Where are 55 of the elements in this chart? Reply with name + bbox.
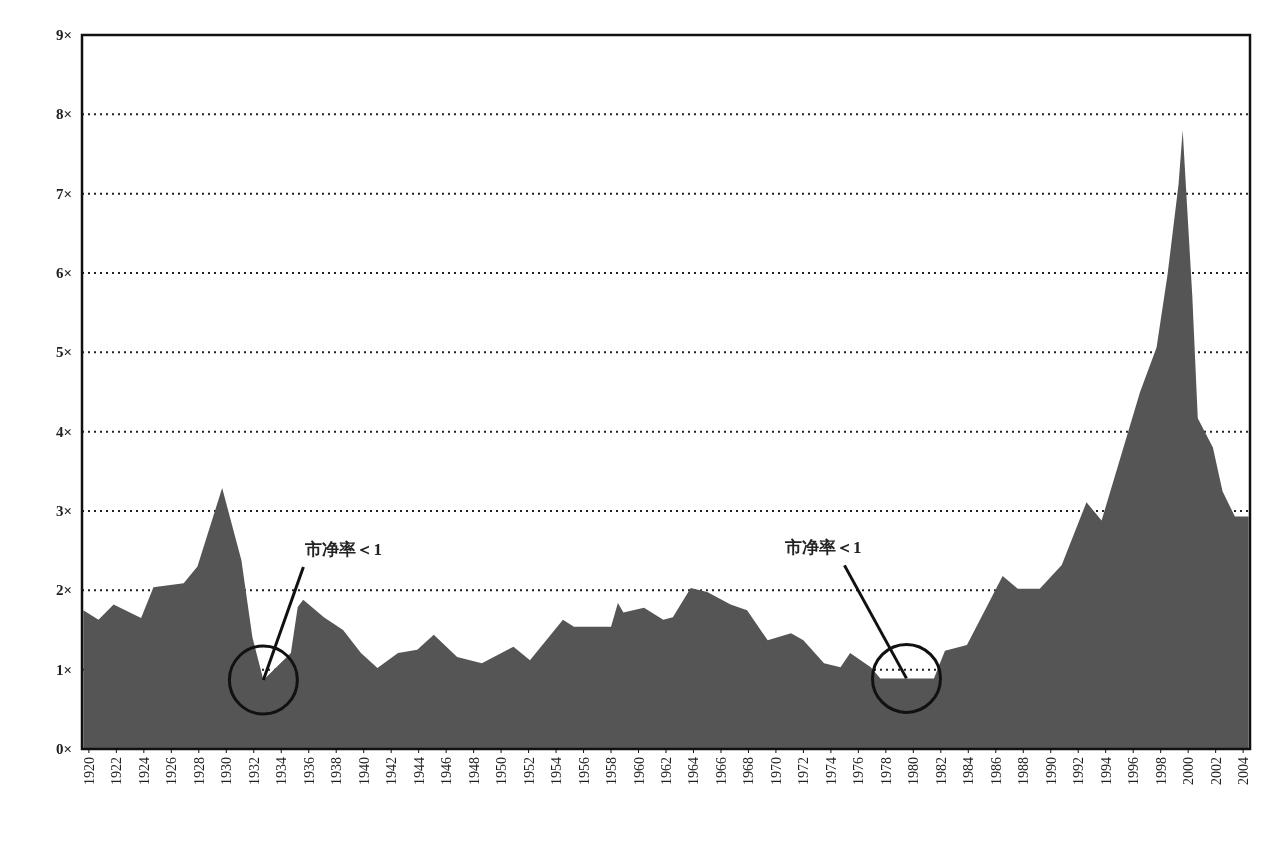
annotation: 市净率＜1 — [304, 539, 382, 559]
annotation: 市净率＜1 — [783, 538, 862, 558]
y-tick-label: 3× — [55, 503, 72, 519]
x-tick-label: 1972 — [796, 757, 812, 785]
x-tick-label: 1950 — [494, 757, 510, 785]
x-tick-label: 2000 — [1181, 757, 1197, 785]
x-tick-label: 1952 — [521, 757, 537, 785]
x-tick-label: 1958 — [604, 757, 620, 785]
x-tick-label: 1976 — [851, 757, 867, 785]
x-tick-label: 1986 — [988, 757, 1004, 785]
x-tick-label: 1946 — [439, 757, 455, 785]
x-tick-label: 1944 — [411, 757, 427, 785]
y-tick-label: 2× — [55, 582, 72, 599]
y-tick-label: 0× — [55, 741, 72, 757]
x-tick-label: 1964 — [686, 757, 702, 785]
y-tick-label: 8× — [55, 106, 72, 123]
x-tick-label: 1932 — [246, 757, 262, 785]
x-tick-label: 1938 — [329, 757, 345, 785]
x-tick-label: 1960 — [631, 757, 647, 785]
x-tick-label: 1920 — [81, 757, 97, 785]
x-tick-label: 1980 — [906, 757, 922, 785]
y-tick-label: 4× — [55, 423, 72, 440]
x-tick-label: 1924 — [136, 757, 152, 785]
y-tick-label: 9× — [55, 27, 72, 43]
x-tick-label: 1968 — [741, 757, 757, 785]
x-tick-label: 1930 — [219, 757, 235, 785]
x-tick-label: 1996 — [1126, 757, 1142, 785]
x-tick-label: 1970 — [768, 757, 784, 785]
y-tick-label: 1× — [55, 661, 72, 678]
x-tick-label: 1962 — [659, 757, 674, 785]
x-tick-label: 1984 — [961, 757, 977, 785]
x-tick-label: 1988 — [1016, 757, 1032, 785]
x-tick-label: 1928 — [191, 757, 207, 785]
x-tick-label: 2002 — [1208, 757, 1224, 785]
x-tick-label: 1922 — [109, 757, 125, 785]
x-tick-label: 1926 — [164, 757, 180, 785]
x-tick-label: 1992 — [1071, 757, 1087, 785]
y-tick-label: 6× — [55, 265, 72, 281]
x-tick-label: 1994 — [1098, 757, 1114, 785]
x-tick-label: 1956 — [576, 757, 592, 785]
x-tick-label: 1974 — [823, 757, 839, 785]
x-tick-label: 1934 — [274, 757, 290, 785]
x-tick-label: 1982 — [933, 757, 949, 785]
x-tick-label: 1936 — [301, 757, 317, 785]
x-tick-label: 2004 — [1236, 757, 1252, 785]
x-tick-label: 1990 — [1043, 757, 1059, 785]
x-tick-label: 1954 — [549, 757, 565, 785]
x-tick-label: 1978 — [878, 757, 894, 785]
x-tick-label: 1998 — [1153, 757, 1169, 785]
y-tick-label: 5× — [55, 344, 72, 361]
y-tick-label: 7× — [55, 185, 72, 202]
x-tick-label: 1966 — [713, 757, 729, 785]
x-tick-label: 1948 — [466, 757, 482, 785]
x-tick-label: 1940 — [356, 757, 372, 785]
x-tick-label: 1942 — [384, 757, 400, 785]
